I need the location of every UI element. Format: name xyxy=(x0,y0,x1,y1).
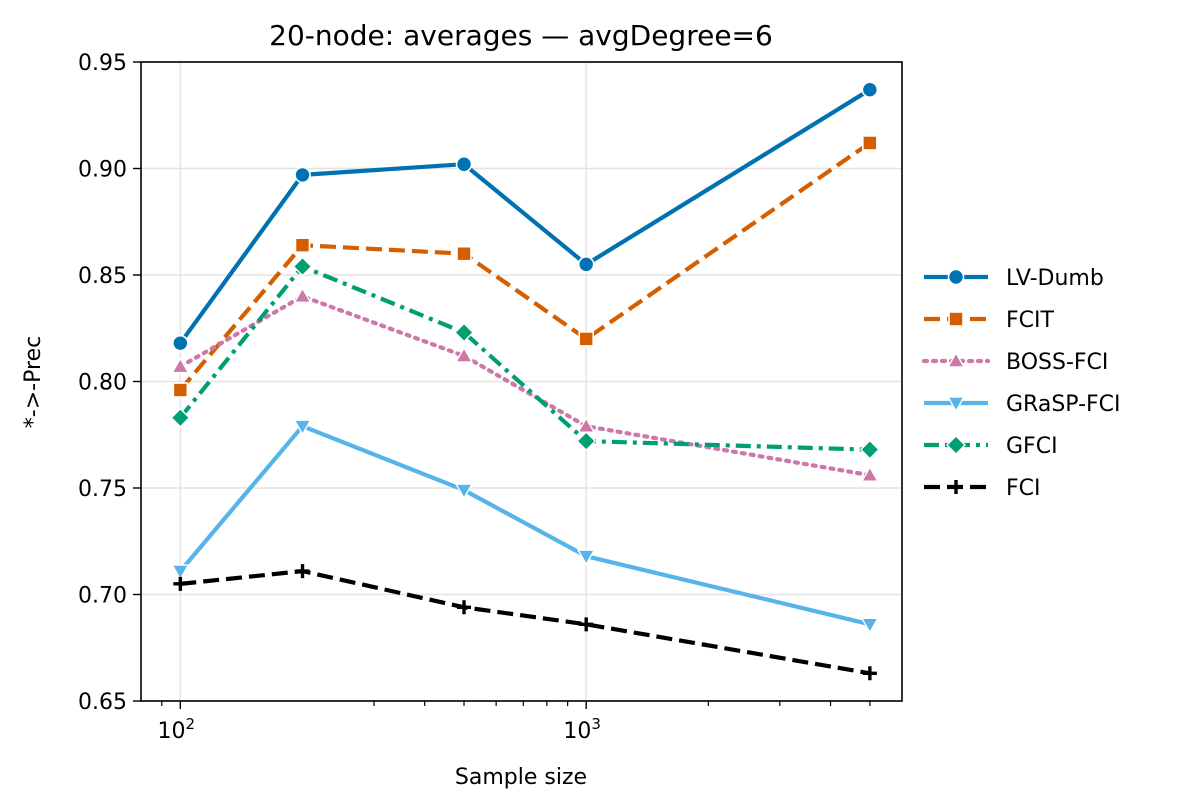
marker-triangle-down xyxy=(946,396,966,413)
legend-label: GRaSP-FCI xyxy=(1006,392,1121,417)
marker-circle xyxy=(172,334,189,352)
y-tick-label: 0.75 xyxy=(78,477,127,502)
marker-circle xyxy=(294,166,311,184)
marker-diamond xyxy=(946,435,966,455)
chart-title: 20-node: averages — avgDegree=6 xyxy=(269,19,773,52)
x-axis-label: Sample size xyxy=(455,765,587,790)
x-tick-label: 102 xyxy=(158,715,196,744)
series-fcit xyxy=(172,135,878,398)
marker-triangle-up xyxy=(293,286,312,303)
marker-triangle-down xyxy=(293,419,312,436)
series-line-fci xyxy=(180,569,871,676)
legend-item-gfci: GFCI xyxy=(924,434,1058,459)
x-tick-base: 10 xyxy=(158,719,186,744)
y-tick-label: 0.85 xyxy=(78,264,127,289)
marker-diamond xyxy=(454,322,475,343)
marker-square xyxy=(862,135,878,151)
marker-triangle-down xyxy=(454,483,474,500)
marker-triangle-up xyxy=(946,351,966,368)
y-tick-label: 0.65 xyxy=(78,690,127,715)
marker-plus xyxy=(862,666,877,681)
marker-square xyxy=(456,245,472,262)
x-tick-label: 103 xyxy=(563,715,601,744)
legend: LV-Dumb FCIT BOSS-FCI GRaSP-FCI GFCI FCI xyxy=(921,266,1121,501)
y-axis-label: *->-Prec xyxy=(21,336,46,428)
y-tick-label: 0.70 xyxy=(78,584,127,609)
marker-diamond xyxy=(292,256,313,277)
marker-plus xyxy=(579,617,594,632)
marker-triangle-up xyxy=(171,357,190,374)
marker-square xyxy=(172,382,189,398)
y-tick-label: 0.90 xyxy=(78,158,127,183)
series-layer xyxy=(170,81,880,681)
marker-circle xyxy=(947,268,965,286)
legend-item-fcit: FCIT xyxy=(924,308,1055,333)
marker-square xyxy=(578,331,594,347)
marker-plus xyxy=(173,576,188,591)
legend-item-grasp-fci: GRaSP-FCI xyxy=(924,392,1121,417)
marker-square xyxy=(294,237,311,253)
marker-plus xyxy=(295,564,310,579)
series-fci xyxy=(173,564,877,681)
marker-triangle-up xyxy=(454,346,474,363)
marker-plus xyxy=(457,600,472,615)
y-tick-label: 0.80 xyxy=(78,371,127,396)
series-line-fcit xyxy=(178,141,872,392)
marker-triangle-down xyxy=(171,564,190,581)
y-tick-label: 0.95 xyxy=(78,51,127,76)
x-tick-exponent: 3 xyxy=(591,715,601,733)
legend-item-lv-dumb: LV-Dumb xyxy=(924,266,1104,291)
marker-triangle-down xyxy=(576,549,596,566)
legend-item-fci: FCI xyxy=(924,476,1041,501)
x-tick-base: 10 xyxy=(563,719,591,744)
legend-label: LV-Dumb xyxy=(1006,266,1104,291)
marker-diamond xyxy=(170,407,191,428)
marker-square xyxy=(948,311,964,327)
marker-triangle-up xyxy=(860,465,880,482)
series-gfci xyxy=(170,256,880,460)
legend-item-boss-fci: BOSS-FCI xyxy=(921,350,1108,375)
marker-circle xyxy=(861,81,879,98)
marker-triangle-down xyxy=(860,617,880,634)
marker-diamond xyxy=(859,439,880,460)
marker-circle xyxy=(577,256,595,273)
series-grasp-fci xyxy=(171,419,880,634)
x-tick-exponent: 2 xyxy=(186,715,196,733)
legend-label: BOSS-FCI xyxy=(1006,350,1108,375)
series-line-gfci xyxy=(178,264,870,452)
legend-label: GFCI xyxy=(1006,434,1058,459)
marker-diamond xyxy=(576,431,597,452)
legend-label: FCI xyxy=(1006,476,1041,501)
marker-circle xyxy=(455,155,473,173)
series-lv-dumb xyxy=(172,81,879,352)
marker-plus xyxy=(949,480,963,494)
legend-label: FCIT xyxy=(1006,308,1055,333)
